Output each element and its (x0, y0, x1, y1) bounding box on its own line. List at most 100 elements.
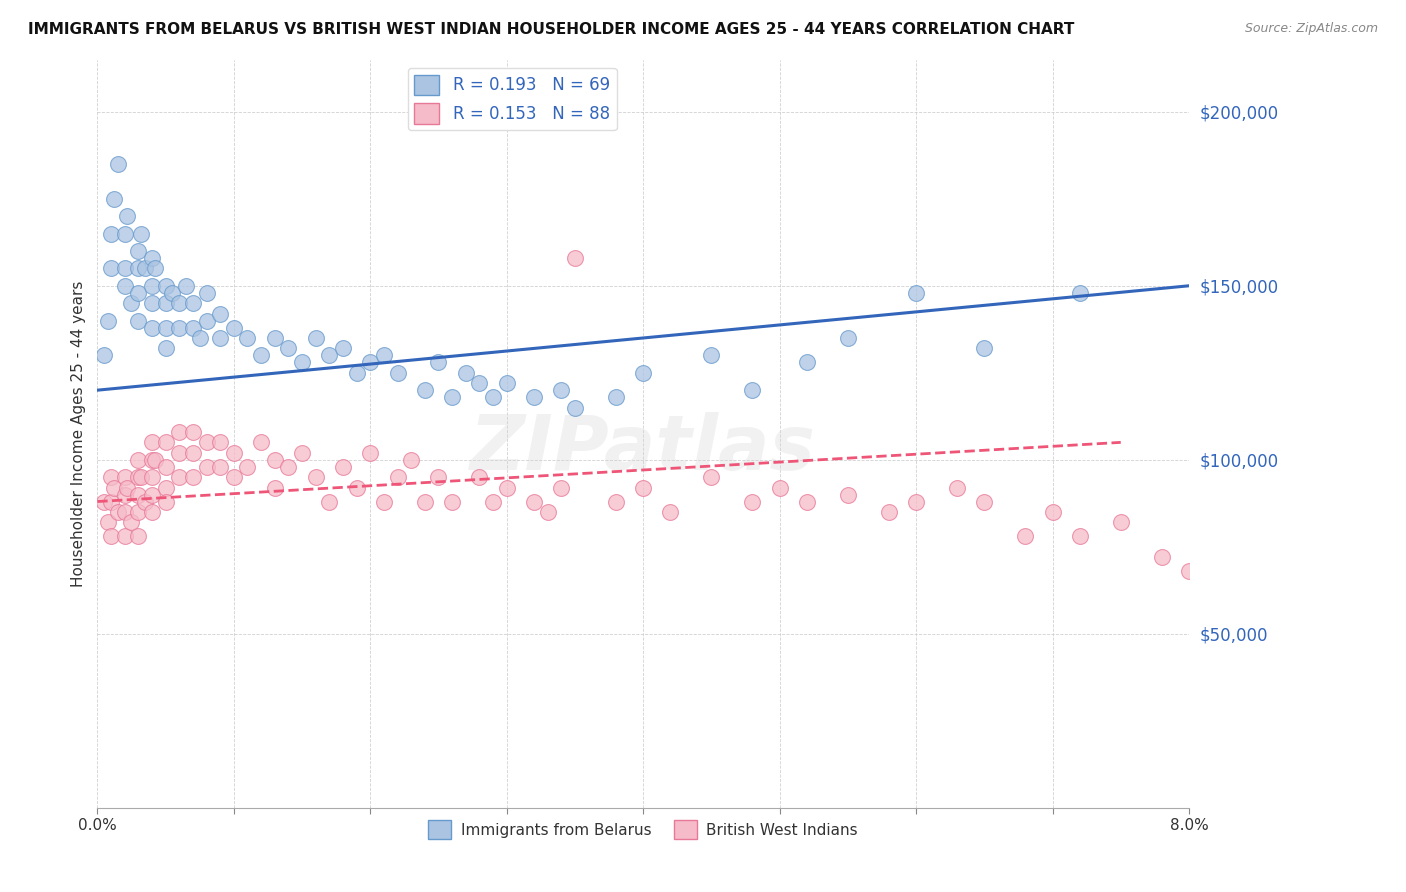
Point (277, 459, 299, 474)
Point (114, 529, 136, 543)
Point (127, 529, 149, 543)
Point (141, 505, 163, 519)
Point (1150, 550, 1173, 565)
Point (127, 244, 149, 258)
Point (768, 481, 790, 495)
Point (100, 227, 122, 241)
Point (188, 331, 211, 345)
Point (427, 470, 450, 484)
Point (413, 494, 436, 508)
Point (263, 481, 285, 495)
Point (209, 435, 232, 450)
Point (277, 342, 299, 356)
Point (143, 261, 166, 276)
Point (181, 446, 204, 460)
Point (127, 452, 149, 467)
Point (482, 390, 505, 404)
Point (100, 494, 122, 508)
Point (905, 494, 928, 508)
Point (399, 452, 422, 467)
Point (127, 313, 149, 327)
Point (605, 390, 627, 404)
Point (181, 470, 204, 484)
Point (181, 425, 204, 439)
Text: IMMIGRANTS FROM BELARUS VS BRITISH WEST INDIAN HOUSEHOLDER INCOME AGES 25 - 44 Y: IMMIGRANTS FROM BELARUS VS BRITISH WEST … (28, 22, 1074, 37)
Point (195, 313, 218, 327)
Point (236, 331, 259, 345)
Point (700, 348, 723, 362)
Point (129, 227, 152, 241)
Point (103, 192, 125, 206)
Point (141, 296, 163, 310)
Point (167, 470, 190, 484)
Point (1069, 529, 1091, 543)
Text: Source: ZipAtlas.com: Source: ZipAtlas.com (1244, 22, 1378, 36)
Point (155, 481, 177, 495)
Point (117, 209, 139, 223)
Point (167, 296, 190, 310)
Point (564, 401, 586, 415)
Point (141, 278, 163, 293)
Point (263, 331, 285, 345)
Point (155, 320, 177, 334)
Point (631, 481, 654, 495)
Point (359, 355, 381, 369)
Point (387, 470, 409, 484)
Point (141, 251, 163, 265)
Point (741, 494, 763, 508)
Point (222, 320, 245, 334)
Point (550, 383, 572, 397)
Point (1042, 505, 1064, 519)
Text: ZIPatlas: ZIPatlas (470, 411, 815, 485)
Point (209, 459, 232, 474)
Point (537, 505, 560, 519)
Point (1014, 529, 1036, 543)
Point (209, 331, 232, 345)
Point (107, 505, 129, 519)
Point (127, 261, 149, 276)
Point (373, 494, 395, 508)
Point (155, 494, 177, 508)
Point (155, 435, 177, 450)
Point (121, 296, 143, 310)
Point (155, 296, 177, 310)
Point (93, 494, 115, 508)
Point (441, 390, 464, 404)
Point (167, 425, 190, 439)
Point (222, 446, 245, 460)
Point (1286, 599, 1309, 613)
Point (263, 452, 285, 467)
Point (291, 355, 314, 369)
Point (129, 470, 152, 484)
Point (837, 331, 859, 345)
Point (127, 470, 149, 484)
Point (143, 452, 166, 467)
Point (796, 355, 818, 369)
Point (209, 307, 232, 321)
Point (905, 285, 928, 300)
Point (454, 366, 477, 380)
Point (97, 313, 120, 327)
Point (103, 481, 125, 495)
Point (236, 459, 259, 474)
Legend: Immigrants from Belarus, British West Indians: Immigrants from Belarus, British West In… (422, 814, 863, 845)
Point (346, 481, 368, 495)
Point (121, 516, 143, 530)
Point (127, 505, 149, 519)
Point (250, 435, 273, 450)
Point (195, 459, 218, 474)
Point (973, 342, 995, 356)
Point (946, 481, 969, 495)
Point (495, 481, 517, 495)
Point (100, 529, 122, 543)
Point (346, 366, 368, 380)
Point (134, 261, 156, 276)
Point (631, 366, 654, 380)
Point (1178, 564, 1201, 578)
Point (167, 446, 190, 460)
Point (1109, 516, 1132, 530)
Point (174, 278, 197, 293)
Point (318, 494, 340, 508)
Point (700, 470, 723, 484)
Point (332, 459, 354, 474)
